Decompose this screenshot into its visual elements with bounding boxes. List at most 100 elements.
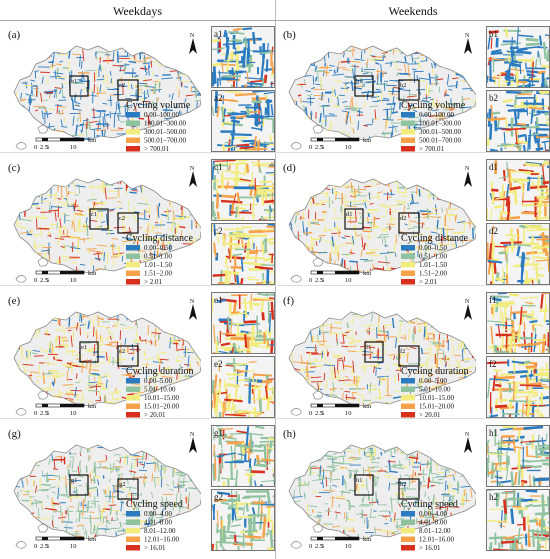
road-segment	[212, 463, 216, 481]
road-segment	[130, 314, 137, 317]
road-segment	[186, 251, 197, 254]
road-segment	[186, 267, 189, 273]
road-segment	[27, 396, 34, 399]
road-segment	[57, 487, 60, 500]
road-segment	[33, 499, 39, 502]
road-segment	[454, 397, 458, 406]
road-segment	[70, 408, 77, 409]
road-segment	[422, 57, 425, 62]
road-segment	[139, 463, 145, 466]
road-segment	[520, 101, 525, 109]
road-segment	[539, 309, 549, 313]
road-segment	[140, 492, 143, 497]
road-segment	[507, 68, 525, 72]
legend-swatch	[401, 270, 415, 276]
road-segment	[311, 196, 318, 198]
road-segment	[66, 362, 73, 365]
scale-tick: 5	[321, 277, 324, 284]
panel-label: (f)	[283, 295, 294, 307]
road-segment	[425, 239, 427, 247]
panel-label: (d)	[283, 162, 296, 174]
inset-map-d2: d2	[486, 223, 550, 285]
road-segment	[335, 135, 344, 138]
road-segment	[40, 347, 43, 352]
road-segment	[23, 526, 26, 532]
road-segment	[271, 253, 274, 263]
inset-label: a2	[214, 93, 223, 103]
road-segment	[246, 147, 268, 151]
road-segment	[542, 200, 549, 204]
road-segment	[43, 112, 50, 115]
road-segment	[538, 234, 549, 237]
road-segment	[502, 218, 506, 220]
road-segment	[432, 179, 438, 182]
road-segment	[390, 46, 398, 48]
road-segment	[69, 506, 75, 508]
road-segment	[429, 184, 432, 197]
panel-label: (a)	[8, 29, 21, 41]
road-segment	[366, 236, 373, 238]
road-segment	[111, 238, 119, 240]
road-segment	[144, 65, 147, 72]
road-segment	[38, 227, 50, 230]
road-segment	[58, 388, 61, 398]
road-segment	[226, 397, 241, 401]
road-segment	[391, 111, 399, 114]
road-segment	[352, 46, 355, 57]
road-segment	[105, 521, 112, 525]
road-segment	[44, 449, 54, 452]
road-segment	[78, 510, 81, 522]
road-segment	[531, 323, 543, 327]
road-segment	[176, 193, 188, 196]
road-segment	[117, 115, 126, 117]
road-segment	[389, 188, 392, 193]
road-segment	[186, 367, 192, 370]
road-segment	[161, 496, 164, 506]
road-segment	[508, 370, 528, 374]
road-segment	[197, 405, 201, 406]
scale-tick: 2.5	[315, 277, 323, 284]
road-segment	[61, 46, 64, 51]
inset-box-label: d2	[400, 215, 407, 222]
road-segment	[507, 108, 526, 112]
road-segment	[178, 514, 190, 517]
scale-tick: 2.5	[40, 144, 48, 151]
road-segment	[124, 338, 127, 345]
road-segment	[506, 183, 510, 198]
road-segment	[428, 102, 431, 110]
road-segment	[349, 260, 358, 263]
road-segment	[425, 94, 428, 101]
road-segment	[464, 321, 467, 332]
road-segment	[89, 318, 92, 325]
road-segment	[344, 76, 355, 78]
legend-entry: 500.01–700.00	[419, 137, 462, 145]
road-segment	[512, 357, 516, 373]
road-segment	[386, 116, 391, 119]
road-segment	[369, 59, 377, 62]
road-segment	[175, 226, 178, 235]
road-segment	[213, 216, 217, 220]
road-segment	[236, 203, 240, 218]
road-segment	[450, 58, 453, 68]
road-segment	[296, 251, 304, 254]
road-segment	[55, 455, 63, 458]
road-segment	[165, 105, 168, 114]
road-segment	[292, 378, 302, 381]
road-segment	[29, 527, 32, 532]
road-segment	[30, 125, 33, 139]
road-segment	[369, 202, 374, 205]
road-segment	[446, 208, 448, 215]
road-segment	[107, 486, 110, 495]
road-segment	[32, 268, 35, 273]
road-segment	[100, 375, 108, 378]
road-segment	[506, 69, 510, 87]
road-segment	[338, 94, 345, 97]
road-segment	[399, 102, 401, 110]
road-segment	[235, 275, 240, 284]
road-segment	[324, 384, 327, 390]
road-segment	[451, 77, 459, 80]
road-segment	[544, 198, 549, 201]
road-segment	[158, 78, 160, 90]
road-segment	[97, 374, 100, 386]
road-segment	[49, 266, 61, 269]
